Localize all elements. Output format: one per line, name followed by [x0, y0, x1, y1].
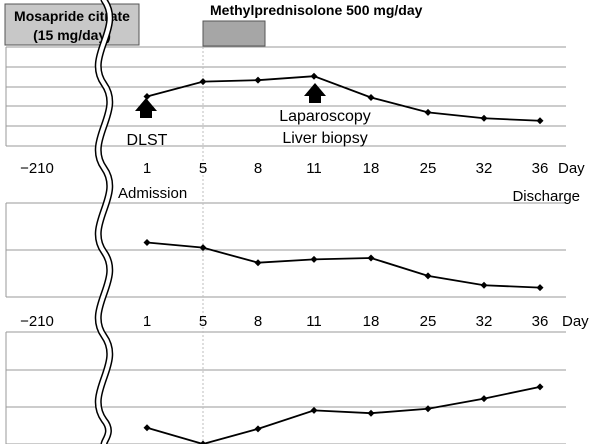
treatment-bar-methylprednisolone — [202, 20, 266, 47]
x-axis-row-1: −210 1 5 8 11 18 25 32 36 — [20, 160, 548, 177]
event-label-discharge: Discharge — [512, 188, 580, 205]
data-point — [480, 114, 488, 122]
x-tick-label: 1 — [143, 160, 151, 177]
event-label-admission: Admission — [118, 185, 187, 202]
axis-break-icon — [94, 0, 114, 444]
x-tick-label: −210 — [20, 160, 54, 177]
treatment-label-methylprednisolone: Methylprednisolone 500 mg/day — [210, 2, 423, 18]
panel-3 — [5, 331, 566, 444]
data-point — [143, 424, 151, 432]
data-point — [199, 78, 207, 86]
series-line-panel-3 — [146, 385, 541, 444]
data-point — [536, 117, 544, 125]
treatment-label-mosapride-line2: (15 mg/day) — [33, 27, 111, 43]
event-label-dlst: DLST — [127, 132, 168, 149]
x-tick-label: −210 — [20, 313, 54, 330]
data-point — [310, 255, 318, 263]
x-tick-label: 32 — [476, 313, 493, 330]
series-line-panel-1 — [146, 75, 541, 122]
data-point — [367, 93, 375, 101]
event-arrow-dlst-icon — [135, 98, 157, 118]
event-arrow-laparoscopy-icon — [304, 83, 326, 103]
treatment-bar-mosapride — [4, 3, 140, 46]
series-line-panel-2 — [146, 241, 541, 289]
x-tick-label: 18 — [363, 313, 380, 330]
event-label-liver-biopsy: Liver biopsy — [282, 130, 367, 147]
panel-2 — [5, 202, 566, 298]
x-tick-label: 18 — [363, 160, 380, 177]
x-tick-label: 8 — [254, 313, 262, 330]
x-axis-unit-2: Day — [562, 313, 589, 330]
data-point — [254, 259, 262, 267]
x-tick-label: 5 — [199, 160, 207, 177]
series-layer — [143, 72, 544, 444]
x-tick-label: 25 — [420, 160, 437, 177]
x-tick-label: 25 — [420, 313, 437, 330]
data-point — [199, 440, 207, 444]
treatment-label-mosapride-line1: Mosapride citrate — [14, 8, 130, 24]
data-point — [536, 284, 544, 292]
data-point — [480, 281, 488, 289]
x-axis-row-2: −210 1 5 8 11 18 25 32 36 — [20, 313, 548, 330]
data-point — [310, 406, 318, 414]
data-point — [199, 244, 207, 252]
x-tick-label: 36 — [532, 160, 549, 177]
x-tick-label: 11 — [306, 313, 322, 330]
event-label-laparoscopy: Laparoscopy — [279, 108, 371, 125]
data-point — [424, 272, 432, 280]
x-tick-label: 8 — [254, 160, 262, 177]
data-point — [536, 383, 544, 391]
data-point — [480, 395, 488, 403]
data-point — [254, 425, 262, 433]
data-point — [143, 93, 151, 100]
data-point — [310, 72, 318, 80]
x-axis-unit-1: Day — [558, 160, 585, 177]
x-tick-label: 11 — [306, 160, 322, 177]
x-tick-label: 1 — [143, 313, 151, 330]
data-point — [424, 108, 432, 116]
data-point — [143, 238, 151, 246]
data-point — [424, 405, 432, 413]
data-point — [367, 254, 375, 262]
data-point — [367, 409, 375, 417]
x-tick-label: 5 — [199, 313, 207, 330]
x-tick-label: 32 — [476, 160, 493, 177]
data-point — [254, 76, 262, 84]
x-tick-label: 36 — [532, 313, 549, 330]
